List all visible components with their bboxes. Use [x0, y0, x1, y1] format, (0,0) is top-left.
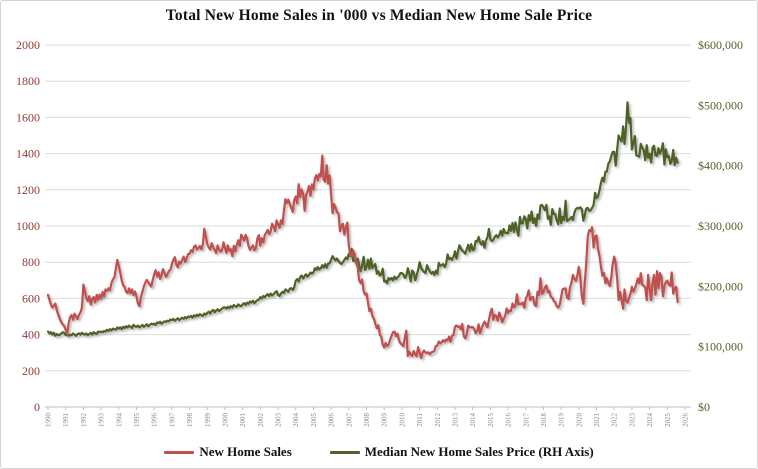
legend-label-new-home-sales: New Home Sales	[199, 444, 292, 459]
svg-text:1991: 1991	[62, 413, 70, 428]
svg-text:2010: 2010	[398, 413, 406, 428]
svg-text:2011: 2011	[416, 413, 424, 427]
svg-text:600: 600	[22, 291, 40, 305]
svg-text:2004: 2004	[292, 413, 300, 428]
svg-text:0: 0	[34, 400, 40, 414]
svg-text:2007: 2007	[345, 413, 353, 428]
svg-text:200: 200	[22, 364, 40, 378]
svg-text:1992: 1992	[80, 413, 88, 428]
svg-text:2025: 2025	[664, 413, 672, 428]
svg-text:2000: 2000	[16, 38, 40, 52]
svg-text:1000: 1000	[16, 219, 40, 233]
x-axis-labels: 1990 1991 1992 1993 1994 1995 1996 1997 1998 1999…	[45, 413, 690, 428]
legend-item-new-home-sales: New Home Sales	[164, 444, 292, 460]
svg-text:2012: 2012	[434, 413, 442, 428]
svg-text:2015: 2015	[487, 413, 495, 428]
svg-text:2013: 2013	[451, 413, 459, 428]
svg-text:2001: 2001	[239, 413, 247, 428]
svg-text:2014: 2014	[469, 413, 477, 428]
svg-text:$200,000: $200,000	[698, 279, 743, 293]
svg-text:2000: 2000	[221, 413, 229, 428]
svg-text:2021: 2021	[593, 413, 601, 428]
svg-text:2009: 2009	[381, 413, 389, 428]
svg-text:2026: 2026	[682, 413, 690, 428]
svg-text:2017: 2017	[522, 413, 530, 428]
series-new-home-sales-line	[46, 154, 679, 360]
svg-text:400: 400	[22, 328, 40, 342]
svg-text:2002: 2002	[257, 413, 265, 428]
svg-text:1993: 1993	[98, 413, 106, 428]
svg-text:2022: 2022	[611, 413, 619, 428]
svg-text:$0: $0	[698, 400, 710, 414]
svg-text:2003: 2003	[275, 413, 283, 428]
svg-text:2023: 2023	[628, 413, 636, 428]
svg-text:1990: 1990	[45, 413, 53, 428]
svg-text:2016: 2016	[505, 413, 513, 428]
chart-title: Total New Home Sales in '000 vs Median N…	[165, 7, 593, 24]
svg-text:$600,000: $600,000	[698, 38, 743, 52]
x-axis-ticks	[47, 407, 686, 410]
green-line-swatch-icon	[329, 450, 360, 454]
svg-text:1997: 1997	[168, 413, 176, 428]
svg-text:1999: 1999	[204, 413, 212, 428]
svg-text:2019: 2019	[558, 413, 566, 428]
legend-item-median-price: Median New Home Sales Price (RH Axis)	[329, 444, 594, 460]
red-line-swatch-icon	[164, 450, 195, 454]
legend-label-median-price: Median New Home Sales Price (RH Axis)	[364, 444, 594, 459]
svg-text:1200: 1200	[16, 183, 40, 197]
svg-text:2008: 2008	[363, 413, 371, 428]
svg-text:$100,000: $100,000	[698, 340, 743, 354]
svg-text:800: 800	[22, 255, 40, 269]
svg-text:2024: 2024	[646, 413, 654, 428]
svg-text:2005: 2005	[310, 413, 318, 428]
svg-text:$300,000: $300,000	[698, 219, 743, 233]
svg-text:$500,000: $500,000	[698, 98, 743, 112]
svg-text:1996: 1996	[151, 413, 159, 428]
svg-text:1800: 1800	[16, 74, 40, 88]
svg-text:1995: 1995	[133, 413, 141, 428]
svg-text:2018: 2018	[540, 413, 548, 428]
series-median-price-line	[46, 101, 679, 337]
right-axis-labels: $0 $100,000 $200,000 $300,000 $400,000 $500,0…	[698, 38, 743, 414]
svg-text:$400,000: $400,000	[698, 159, 743, 173]
svg-text:2006: 2006	[328, 413, 336, 428]
svg-text:2020: 2020	[575, 413, 583, 428]
svg-text:1994: 1994	[115, 413, 123, 428]
svg-text:1600: 1600	[16, 110, 40, 124]
gridlines	[45, 44, 691, 408]
svg-text:1400: 1400	[16, 147, 40, 161]
left-axis-labels: 0 200 400 600 800 1000 1200 1400 1600 1800 2000	[16, 38, 40, 414]
svg-text:1998: 1998	[186, 413, 194, 428]
legend: New Home Sales Median New Home Sales Pri…	[1, 444, 757, 460]
